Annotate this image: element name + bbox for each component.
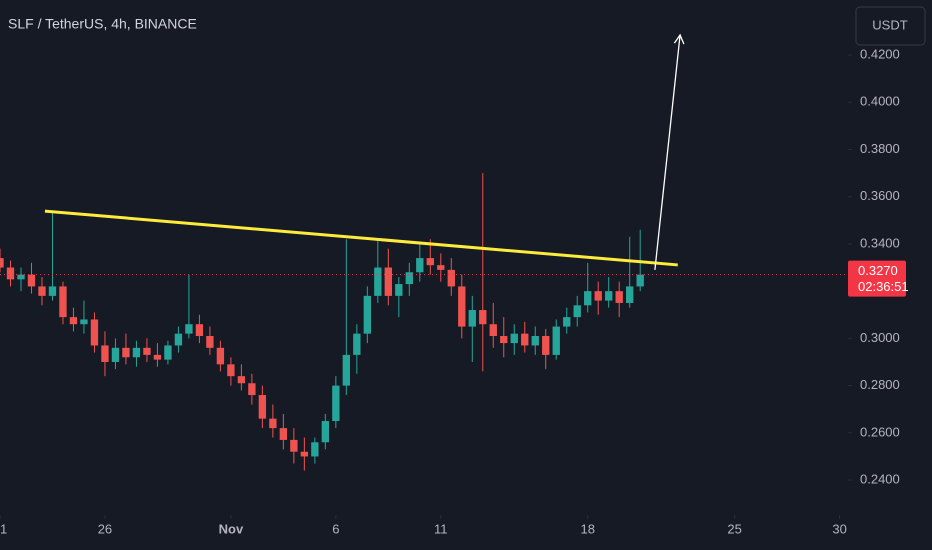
candle-body <box>363 295 371 334</box>
candle-body <box>17 274 25 280</box>
x-tick-label: 11 <box>434 521 448 536</box>
trendline <box>44 209 678 267</box>
candle-body <box>311 442 319 457</box>
x-tick-label: 25 <box>727 521 741 536</box>
candle-body <box>59 286 67 318</box>
x-tick-label: 18 <box>580 521 594 536</box>
candle-body <box>38 286 46 296</box>
x-tick-label: 30 <box>832 521 846 536</box>
candle-body <box>185 324 193 334</box>
candle-body <box>521 333 529 346</box>
candle-body <box>258 395 267 419</box>
candle-body <box>563 317 571 327</box>
candle-body <box>237 376 246 384</box>
candle-body <box>111 347 120 362</box>
chart-title: SLF / TetherUS, 4h, BINANCE <box>8 16 197 32</box>
candle-body <box>636 274 644 287</box>
candle-body <box>500 336 508 344</box>
y-tick-label: 0.2400 <box>860 471 900 486</box>
candle-body <box>573 305 581 318</box>
candle-body <box>90 319 99 346</box>
candle-body <box>195 324 204 337</box>
candle-body <box>542 336 550 355</box>
candle-body <box>374 267 382 296</box>
candle-body <box>0 258 4 268</box>
candle-body <box>405 272 413 285</box>
candle-body <box>300 451 309 457</box>
candle-body <box>395 284 403 296</box>
candle-body <box>6 267 15 280</box>
candle-body <box>48 286 57 296</box>
candle-body <box>489 324 497 337</box>
candle-body <box>174 333 183 346</box>
arrow-head <box>673 33 685 45</box>
candle-body <box>510 333 518 344</box>
currency-label[interactable]: USDT <box>872 17 907 32</box>
candle-body <box>332 385 340 422</box>
candle-body <box>279 428 288 440</box>
y-tick-label: 0.4000 <box>860 94 900 109</box>
candle-body <box>437 265 445 270</box>
candle-body <box>143 347 151 355</box>
candle-body <box>594 291 602 301</box>
x-tick-label: Nov <box>219 521 244 536</box>
candle-body <box>206 336 214 348</box>
candle-body <box>626 286 634 303</box>
candle-body <box>227 364 235 377</box>
candle-body <box>584 291 592 306</box>
candle-body <box>132 347 141 358</box>
y-tick-label: 0.2800 <box>860 377 900 392</box>
candle-body <box>122 347 130 358</box>
candle-body <box>321 421 330 443</box>
candle-body <box>416 258 424 273</box>
candle-body <box>615 291 623 303</box>
candle-body <box>353 333 361 355</box>
candle-body <box>426 258 434 266</box>
candle-body <box>248 383 256 396</box>
candle-body <box>531 336 539 346</box>
candle-body <box>605 291 613 301</box>
candle-body <box>269 418 277 429</box>
x-tick-label: 21 <box>0 521 7 536</box>
y-tick-label: 0.4200 <box>860 46 900 61</box>
countdown-label: 02:36:51 <box>858 279 909 294</box>
candle-body <box>216 347 225 365</box>
currency-button[interactable] <box>855 6 926 46</box>
candle-body <box>290 439 298 452</box>
candle-body <box>468 310 476 327</box>
candle-body <box>479 310 487 325</box>
candle-body <box>27 274 36 287</box>
y-tick-label: 0.3400 <box>860 235 900 250</box>
candle-body <box>458 286 466 327</box>
last-price-label: 0.3270 <box>858 263 898 278</box>
y-tick-label: 0.3600 <box>860 188 900 203</box>
x-tick-label: 6 <box>332 521 339 536</box>
candle-body <box>384 267 392 296</box>
plot-area: 21 26 Nov 6 11 18 25 30 <box>0 33 848 536</box>
candle-body <box>153 354 162 360</box>
candle-body <box>80 319 88 325</box>
candle-body <box>552 326 560 355</box>
candle-body <box>69 317 78 325</box>
candle-body <box>164 345 172 360</box>
last-price-box <box>848 260 906 297</box>
y-tick-label: 0.3000 <box>860 330 900 345</box>
candle-body <box>101 345 109 362</box>
y-tick-label: 0.2600 <box>860 424 900 439</box>
candle-body <box>342 354 351 386</box>
x-tick-label: 26 <box>98 521 112 536</box>
candle-body <box>447 269 455 287</box>
arrow-shaft <box>654 34 681 270</box>
y-tick-label: 0.3800 <box>860 141 900 156</box>
